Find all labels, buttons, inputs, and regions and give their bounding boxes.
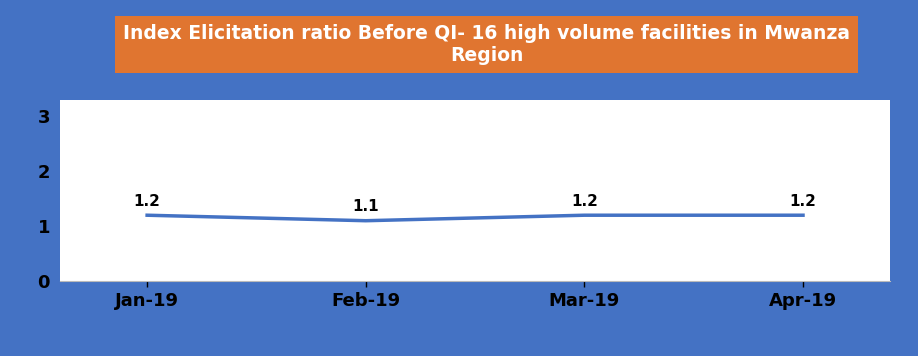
Text: 1.1: 1.1 xyxy=(353,199,379,214)
Text: 1.2: 1.2 xyxy=(571,194,598,209)
Text: Index Elicitation ratio Before QI- 16 high volume facilities in Mwanza
Region: Index Elicitation ratio Before QI- 16 hi… xyxy=(123,24,850,65)
Text: 1.2: 1.2 xyxy=(789,194,816,209)
Text: 1.2: 1.2 xyxy=(134,194,161,209)
